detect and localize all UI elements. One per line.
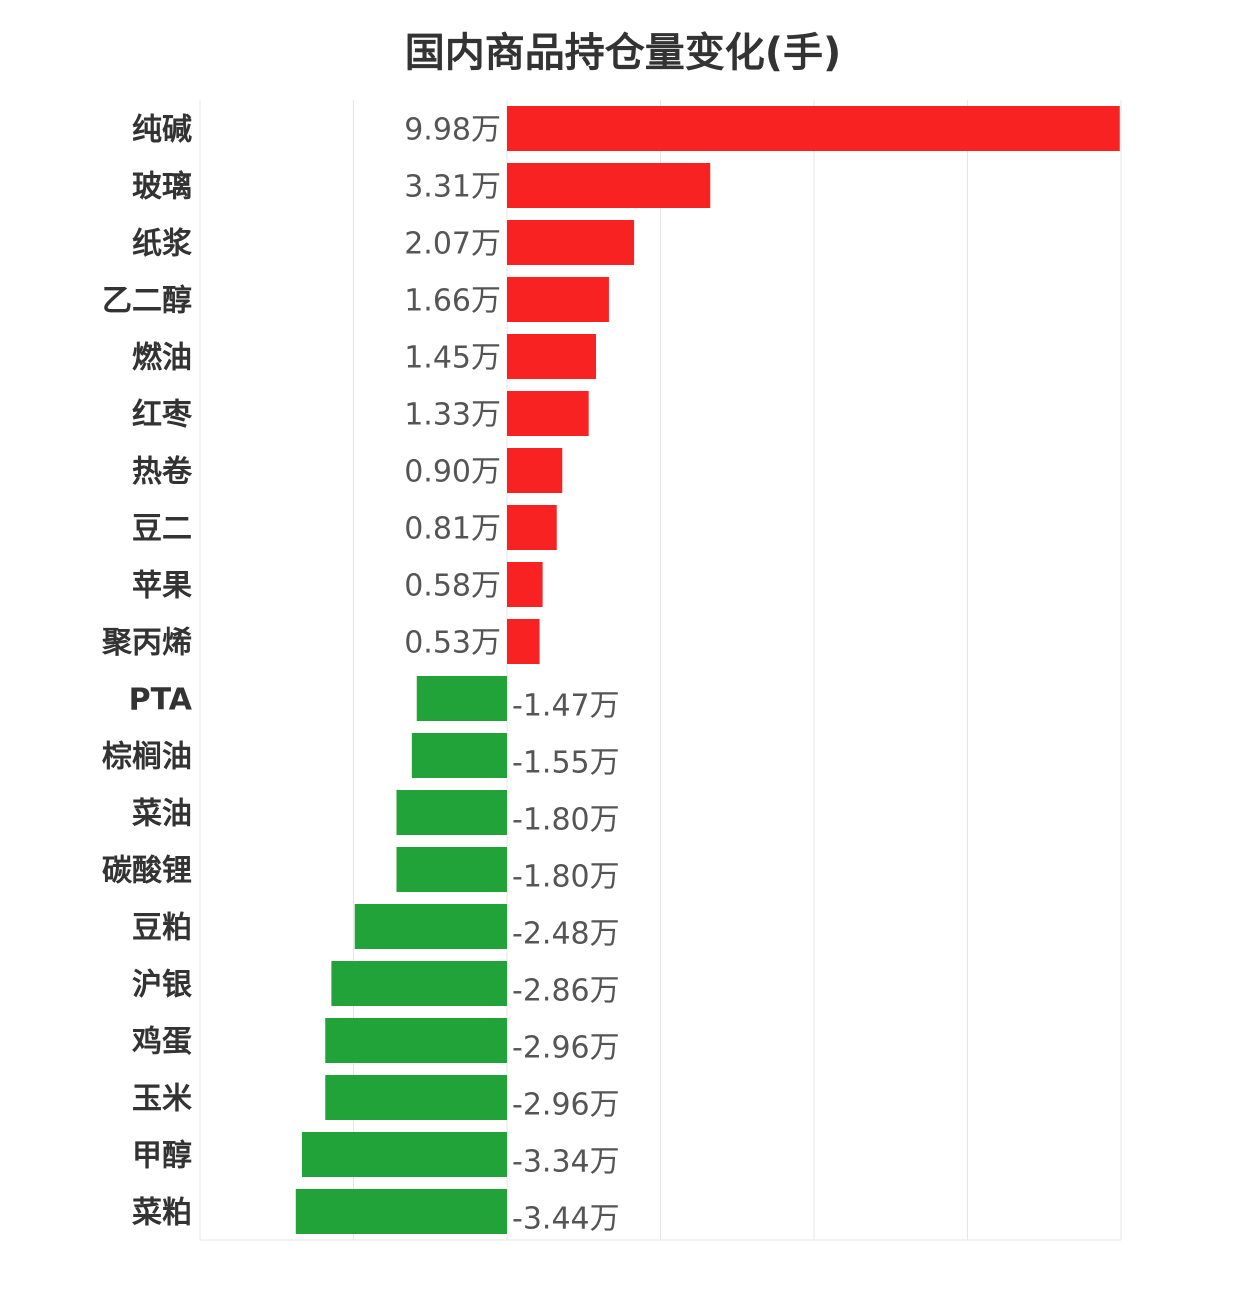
value-label: -2.48万 — [512, 917, 620, 952]
bar — [325, 1018, 507, 1063]
bar — [507, 334, 597, 379]
value-label: 0.90万 — [404, 455, 501, 490]
value-label: -3.34万 — [512, 1145, 620, 1180]
bar — [507, 220, 635, 265]
value-label: 1.45万 — [404, 341, 501, 376]
value-label: 2.07万 — [404, 227, 501, 262]
bar — [507, 505, 557, 550]
value-label: -1.80万 — [512, 803, 620, 838]
category-label: 热卷 — [132, 455, 193, 490]
category-label: PTA — [129, 683, 193, 718]
category-label: 聚丙烯 — [101, 626, 192, 661]
category-label: 甲醇 — [132, 1139, 192, 1174]
category-label: 燃油 — [132, 341, 192, 376]
bar — [507, 391, 589, 436]
value-label: 3.31万 — [404, 170, 501, 205]
bar — [507, 448, 563, 493]
value-label: -2.96万 — [512, 1088, 620, 1123]
value-label: -1.80万 — [512, 860, 620, 895]
value-label: 1.66万 — [404, 284, 501, 319]
category-label: 菜油 — [132, 797, 192, 832]
category-label: 豆二 — [132, 512, 192, 547]
bar — [507, 277, 609, 322]
value-label: -1.55万 — [512, 746, 620, 781]
category-label: 鸡蛋 — [132, 1025, 192, 1060]
bar — [507, 562, 543, 607]
category-label: 棕榈油 — [102, 740, 192, 775]
gridlines — [199, 100, 1122, 1241]
value-label: 9.98万 — [404, 113, 501, 148]
category-label: 纸浆 — [132, 227, 192, 262]
value-label: -2.86万 — [512, 974, 620, 1009]
value-label: 0.58万 — [404, 569, 501, 604]
bar — [507, 163, 711, 208]
bar — [331, 961, 507, 1006]
bar — [301, 1132, 507, 1177]
bars — [295, 106, 1120, 1234]
value-label: 1.33万 — [404, 398, 501, 433]
value-label: -1.47万 — [512, 689, 620, 724]
value-label: -3.44万 — [512, 1202, 620, 1237]
bar — [396, 790, 507, 835]
category-label: 苹果 — [132, 569, 192, 604]
category-label: 纯碱 — [132, 113, 192, 148]
category-label: 菜粕 — [132, 1196, 192, 1231]
value-label: -2.96万 — [512, 1031, 620, 1066]
bar — [295, 1189, 507, 1234]
category-label: 碳酸锂 — [102, 854, 192, 889]
bar — [416, 676, 507, 721]
bar — [411, 733, 507, 778]
bar — [325, 1075, 507, 1120]
category-label: 豆粕 — [132, 911, 192, 946]
category-label: 沪银 — [132, 968, 192, 1003]
value-label: 0.53万 — [404, 626, 501, 661]
bar — [354, 904, 507, 949]
category-label: 乙二醇 — [102, 284, 192, 319]
bar — [507, 106, 1120, 151]
category-label: 红枣 — [132, 398, 193, 433]
category-label: 玉米 — [132, 1082, 192, 1117]
bar — [507, 619, 540, 664]
bar — [396, 847, 507, 892]
value-label: 0.81万 — [404, 512, 501, 547]
chart-title: 国内商品持仓量变化(手) — [404, 30, 842, 76]
category-label: 玻璃 — [132, 170, 192, 205]
